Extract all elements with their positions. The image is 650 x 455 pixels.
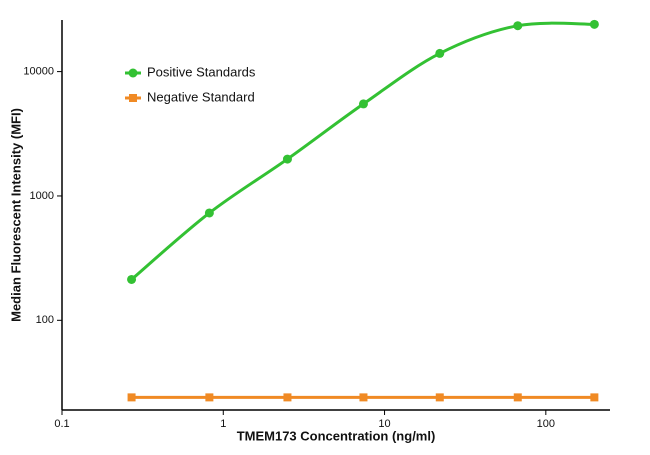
- marker: [435, 48, 445, 58]
- y-tick-label: 100: [36, 314, 54, 326]
- x-tick-label: 10: [378, 418, 390, 430]
- marker: [590, 393, 599, 402]
- marker: [127, 274, 137, 284]
- legend-marker: [128, 68, 138, 78]
- marker: [127, 393, 136, 402]
- marker: [435, 393, 444, 402]
- marker: [282, 154, 292, 164]
- x-tick-label: 100: [537, 418, 555, 430]
- marker: [513, 21, 523, 31]
- y-tick-label: 1000: [30, 190, 54, 202]
- marker: [283, 393, 292, 402]
- legend-label: Positive Standards: [147, 64, 256, 79]
- marker: [513, 393, 522, 402]
- y-tick-label: 10000: [23, 66, 54, 78]
- marker: [358, 99, 368, 109]
- x-axis-title: TMEM173 Concentration (ng/ml): [237, 428, 436, 443]
- marker: [589, 19, 599, 29]
- marker: [204, 208, 214, 218]
- x-tick-label: 0.1: [54, 418, 69, 430]
- series-line: [130, 21, 595, 281]
- x-tick-label: 1: [220, 418, 226, 430]
- legend-marker: [129, 94, 137, 102]
- legend-label: Negative Standard: [147, 89, 255, 104]
- y-axis-title: Median Fluorescent Intensity (MFI): [8, 108, 23, 322]
- marker: [205, 393, 214, 402]
- marker: [359, 393, 368, 402]
